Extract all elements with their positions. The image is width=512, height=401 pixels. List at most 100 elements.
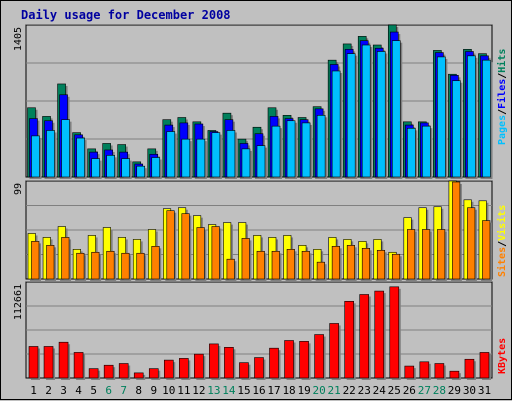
x-tick-label: 11 xyxy=(177,384,190,397)
middle-legend: Sites/Visits xyxy=(496,205,508,277)
top-legend: Pages/Files/Hits xyxy=(496,49,508,145)
sites-bar xyxy=(121,252,130,280)
x-tick-label: 8 xyxy=(135,384,142,397)
pages-bar xyxy=(211,132,221,178)
pages-bar xyxy=(106,155,115,178)
x-tick-label: 27 xyxy=(418,384,431,397)
kbytes-bar xyxy=(209,343,219,379)
x-tick-label: 28 xyxy=(433,384,446,397)
pages-bar xyxy=(256,145,266,178)
x-tick-label: 31 xyxy=(478,384,491,397)
sites-bar xyxy=(196,227,205,280)
pages-bar xyxy=(286,120,296,178)
pages-bar xyxy=(136,165,146,178)
sites-bar xyxy=(437,229,446,280)
kbytes-bar xyxy=(389,286,400,379)
x-tick-label: 13 xyxy=(207,384,220,397)
kbytes-bar xyxy=(329,323,339,379)
pages-bar xyxy=(331,70,341,178)
pages-bar xyxy=(407,128,416,178)
sites-bar xyxy=(181,213,190,280)
x-tick-label: 10 xyxy=(162,384,175,397)
sites-bar xyxy=(46,245,55,280)
kbytes-bar xyxy=(28,346,39,379)
kbytes-bar xyxy=(464,358,475,379)
sites-bar xyxy=(211,226,220,280)
x-tick-label: 26 xyxy=(403,384,416,397)
pages-bar xyxy=(271,125,281,178)
pages-bar xyxy=(76,137,85,178)
x-tick-label: 23 xyxy=(358,384,371,397)
kbytes-bar xyxy=(359,294,370,379)
sites-bar xyxy=(76,252,85,280)
sites-bar xyxy=(346,245,355,280)
x-tick-label: 16 xyxy=(252,384,265,397)
kbytes-bar xyxy=(118,363,129,379)
kbytes-bar xyxy=(434,363,445,379)
legend-sep: / xyxy=(497,241,508,247)
sites-bar xyxy=(376,249,386,280)
x-tick-label: 9 xyxy=(150,384,157,397)
sites-bar xyxy=(241,238,250,280)
sites-bar xyxy=(391,253,401,280)
sites-bar xyxy=(316,261,325,280)
x-tick-label: 22 xyxy=(343,384,356,397)
kbytes-bar xyxy=(284,340,294,379)
pages-bar xyxy=(91,158,100,178)
pages-bar xyxy=(361,44,371,178)
kbytes-bar xyxy=(179,358,189,379)
sites-bar xyxy=(166,210,175,280)
x-tick-label: 17 xyxy=(267,384,280,397)
sites-bar xyxy=(407,229,416,280)
sites-bar xyxy=(271,250,280,280)
pages-bar xyxy=(31,135,40,178)
x-tick-label: 25 xyxy=(388,384,401,397)
x-tick-label: 19 xyxy=(297,384,310,397)
legend-sites: Sites xyxy=(496,247,508,277)
pages-bar xyxy=(196,138,206,178)
kbytes-bar xyxy=(194,353,204,379)
kbytes-bar xyxy=(299,341,309,379)
pages-bar xyxy=(452,80,461,178)
x-tick-label: 21 xyxy=(328,384,341,397)
pages-bar xyxy=(376,51,386,178)
pages-bar xyxy=(422,125,431,178)
pages-bar xyxy=(226,130,236,178)
x-tick-label: 15 xyxy=(237,384,250,397)
pages-bar xyxy=(301,122,311,178)
x-tick-label: 20 xyxy=(313,384,326,397)
x-tick-label: 3 xyxy=(60,384,67,397)
kbytes-bar xyxy=(224,347,234,379)
kbytes-bar xyxy=(479,352,490,379)
kbytes-bar xyxy=(88,368,99,379)
legend-visits: Visits xyxy=(496,205,508,241)
kbytes-bar xyxy=(314,334,324,379)
x-tick-label: 6 xyxy=(105,384,112,397)
kbytes-bar xyxy=(269,347,279,379)
pages-bar xyxy=(316,115,326,178)
pages-bar xyxy=(467,55,476,178)
kbytes-bar xyxy=(239,362,249,379)
pages-bar xyxy=(241,148,251,178)
sites-bar xyxy=(301,250,310,280)
bottom-y-max-label: 112661 xyxy=(13,284,24,320)
sites-bar xyxy=(151,246,160,280)
legend-pages: Pages xyxy=(497,115,508,145)
sites-bar xyxy=(136,252,145,280)
x-tick-label: 5 xyxy=(90,384,97,397)
sites-bar xyxy=(256,250,265,280)
x-tick-label: 24 xyxy=(373,384,387,397)
kbytes-bar xyxy=(374,290,385,379)
kbytes-bar xyxy=(419,361,430,379)
sites-bar xyxy=(61,237,70,280)
pages-bar xyxy=(391,40,401,178)
sites-bar xyxy=(482,220,491,280)
kbytes-bar xyxy=(133,372,144,379)
sites-bar xyxy=(361,248,371,280)
kbytes-bar xyxy=(449,370,460,379)
legend-hits: Hits xyxy=(496,49,508,73)
pages-bar xyxy=(61,119,70,178)
sites-bar xyxy=(31,241,40,280)
